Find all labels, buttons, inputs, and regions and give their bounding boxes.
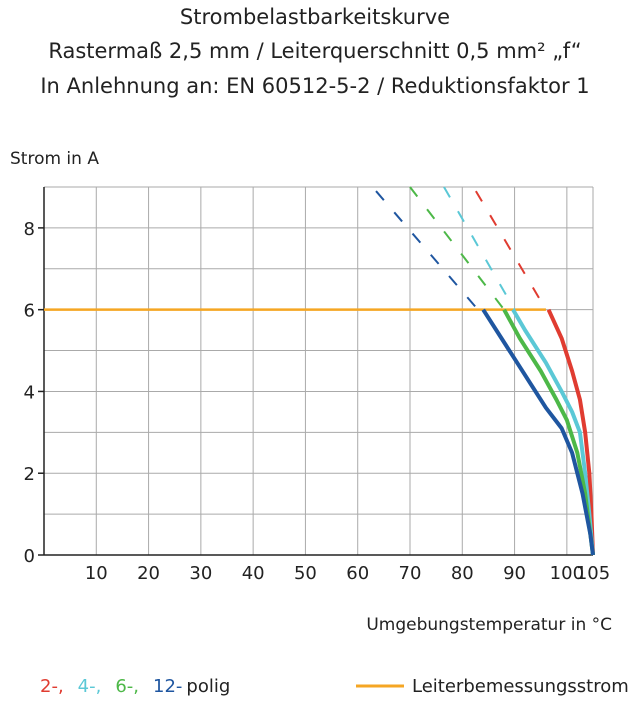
y-tick-label: 0 <box>24 546 35 567</box>
x-tick-label: 105 <box>576 563 610 584</box>
y-tick-label: 6 <box>24 301 35 322</box>
x-tick-label: 90 <box>503 563 526 584</box>
legend-entry: 12- <box>153 676 182 697</box>
legend-entry: Leiterbemessungsstrom <box>412 676 629 697</box>
x-axis-label: Umgebungstemperatur in °C <box>366 615 612 635</box>
legend-entry: 6-, <box>115 676 139 697</box>
series-line <box>546 308 595 556</box>
series-line <box>481 308 595 556</box>
y-axis-label: Strom in A <box>10 149 99 169</box>
title-line: Rastermaß 2,5 mm / Leiterquerschnitt 0,5… <box>48 39 581 63</box>
y-tick-label: 8 <box>24 219 35 240</box>
x-tick-label: 100 <box>550 563 584 584</box>
x-tick-label: 50 <box>294 563 317 584</box>
x-tick-label: 30 <box>189 563 212 584</box>
legend-entry: 2-, <box>40 676 64 697</box>
legend-suffix: polig <box>186 676 230 697</box>
x-tick-label: 40 <box>242 563 265 584</box>
series-line <box>443 186 516 311</box>
x-tick-label: 70 <box>399 563 422 584</box>
y-tick-label: 2 <box>24 464 35 485</box>
series-line <box>409 186 505 311</box>
title-line: In Anlehnung an: EN 60512-5-2 / Reduktio… <box>40 74 589 98</box>
x-tick-label: 10 <box>85 563 108 584</box>
legend-entry: 4-, <box>78 676 102 697</box>
x-tick-label: 60 <box>346 563 369 584</box>
series-line <box>475 190 547 311</box>
x-tick-label: 20 <box>137 563 160 584</box>
x-tick-label: 80 <box>451 563 474 584</box>
title-line: Strombelastbarkeitskurve <box>180 5 450 29</box>
y-tick-label: 4 <box>24 382 35 403</box>
